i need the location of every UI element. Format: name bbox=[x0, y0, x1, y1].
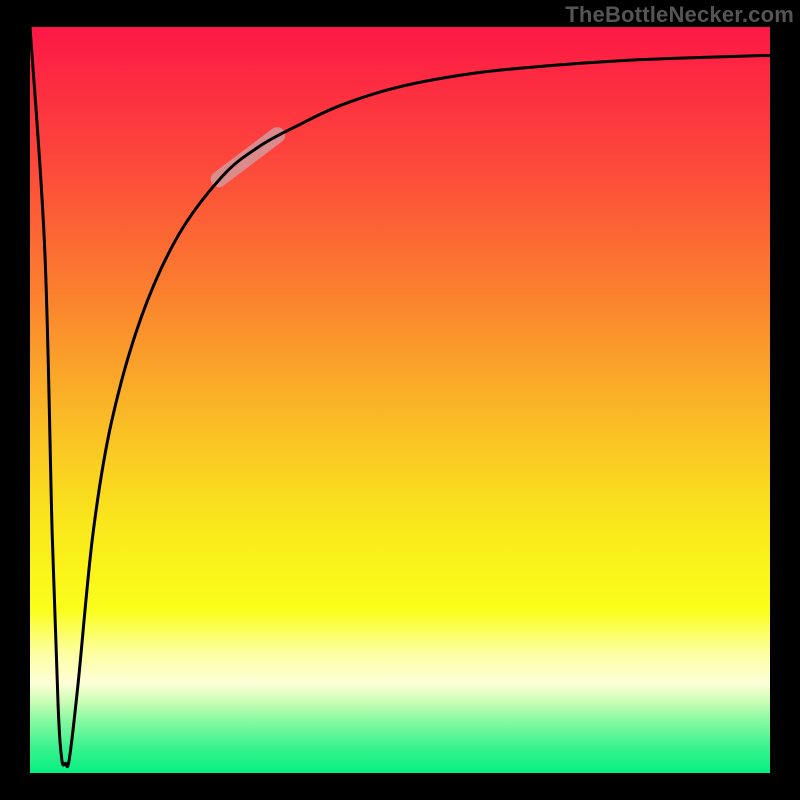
plot-svg bbox=[30, 27, 770, 773]
plot-area bbox=[30, 27, 770, 773]
chart-frame: TheBottleNecker.com bbox=[0, 0, 800, 800]
gradient-background bbox=[30, 27, 770, 773]
watermark-text: TheBottleNecker.com bbox=[565, 2, 794, 28]
